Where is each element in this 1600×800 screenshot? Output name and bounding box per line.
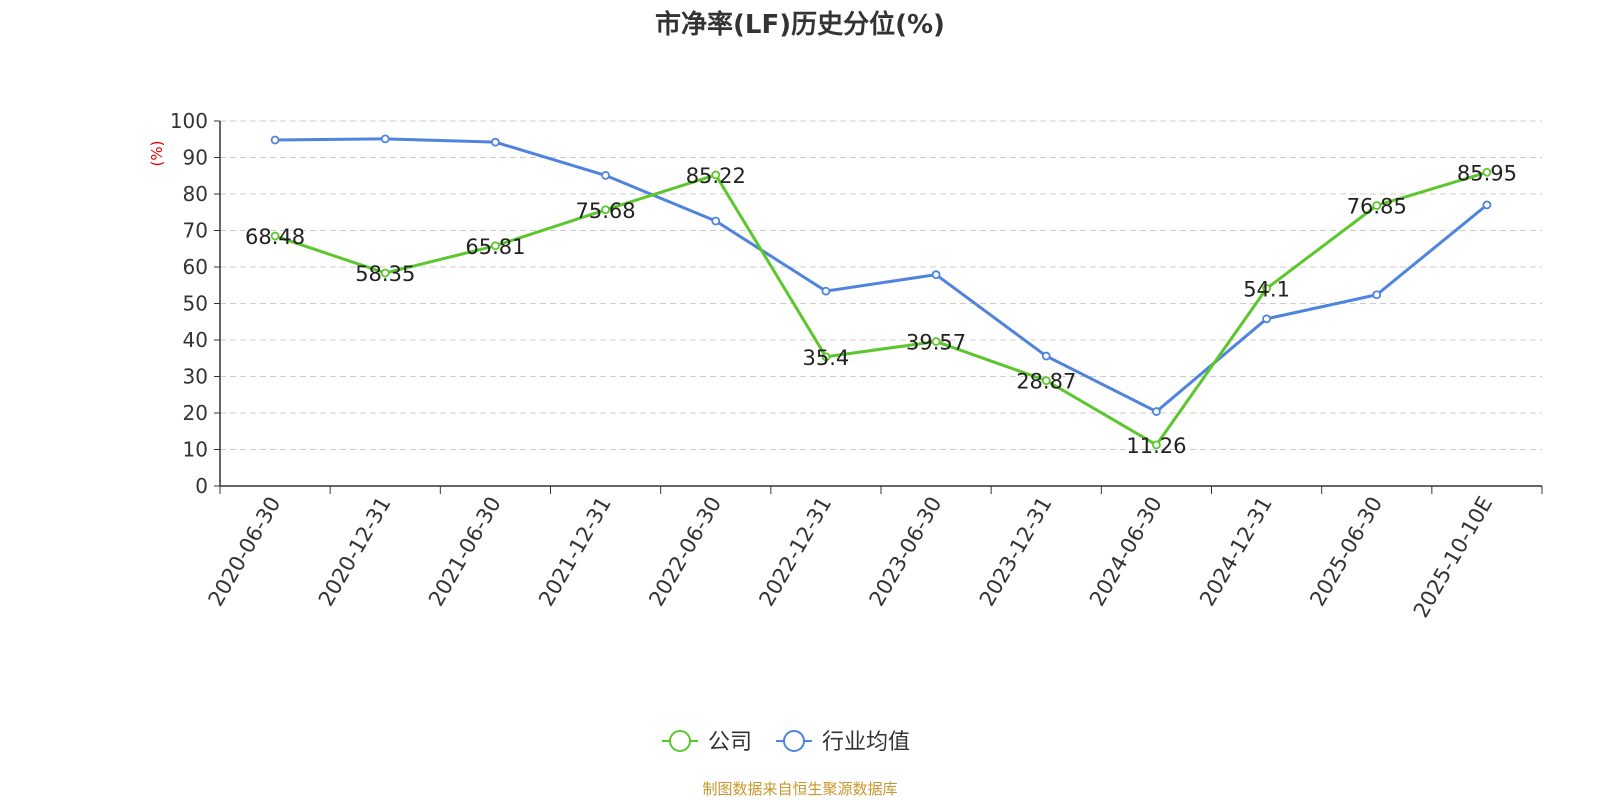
y-tick-label: 0 <box>195 474 208 498</box>
x-tick-label: 2023-12-31 <box>975 493 1057 611</box>
legend-marker-0 <box>669 730 691 752</box>
data-label: 75.68 <box>576 199 636 223</box>
y-tick-label: 90 <box>183 146 208 170</box>
y-tick-label: 50 <box>183 292 208 316</box>
data-point-0 <box>931 337 941 346</box>
y-tick-label: 80 <box>183 182 208 206</box>
y-axis-label: (%) <box>148 141 166 167</box>
data-label: 85.95 <box>1457 161 1517 185</box>
x-tick-label: 2022-06-30 <box>644 493 726 611</box>
data-point-1 <box>711 216 721 226</box>
data-point-1 <box>1262 314 1271 324</box>
y-tick-label: 20 <box>183 401 208 425</box>
data-label: 68.48 <box>245 225 305 249</box>
series-line-0 <box>274 170 1488 447</box>
chart-title: 市净率(LF)历史分位(%) <box>655 10 945 40</box>
x-tick-label: 2025-06-30 <box>1305 493 1387 611</box>
data-point-1 <box>1041 351 1051 361</box>
data-label: 35.4 <box>803 346 850 370</box>
data-point-0 <box>1262 284 1271 293</box>
y-tick-label: 30 <box>183 365 208 389</box>
y-tick-label: 70 <box>183 219 208 243</box>
legend-marker-1 <box>783 730 805 752</box>
x-tick-label: 2021-06-30 <box>424 492 506 610</box>
x-tick-label: 2022-12-31 <box>754 493 836 611</box>
series-line-1 <box>275 137 1488 414</box>
data-point-0 <box>1372 201 1382 210</box>
data-point-1 <box>380 134 390 144</box>
x-tick-label: 2024-06-30 <box>1085 493 1167 611</box>
x-tick-label: 2020-12-31 <box>314 493 396 611</box>
data-point-1 <box>1152 407 1161 416</box>
x-tick-label: 2024-12-31 <box>1195 493 1277 611</box>
data-label: 39.57 <box>906 331 966 355</box>
data-label: 76.85 <box>1347 194 1407 218</box>
data-label: 28.87 <box>1016 370 1076 394</box>
data-label: 11.26 <box>1126 434 1186 458</box>
data-point-1 <box>931 270 941 280</box>
data-label: 54.1 <box>1243 278 1290 302</box>
data-label: 58.35 <box>355 262 415 286</box>
y-tick-label: 60 <box>183 255 208 279</box>
data-point-1 <box>601 170 610 180</box>
x-tick-label: 2023-06-30 <box>865 492 947 610</box>
data-label: 65.81 <box>465 235 525 259</box>
data-point-0 <box>711 170 721 180</box>
x-tick-label: 2021-12-31 <box>534 493 616 611</box>
data-point-0 <box>1482 167 1492 177</box>
x-tick-label: 2020-06-30 <box>204 493 286 611</box>
data-point-0 <box>601 205 610 215</box>
legend-label: 行业均值 <box>822 730 910 755</box>
data-point-0 <box>270 231 280 241</box>
y-tick-label: 40 <box>183 328 208 352</box>
data-point-0 <box>380 268 390 278</box>
data-source-note: 制图数据来自恒生聚源数据库 <box>702 780 898 798</box>
y-tick-label: 100 <box>170 109 208 133</box>
data-point-0 <box>1152 440 1161 450</box>
data-point-0 <box>491 241 500 251</box>
data-point-1 <box>1372 290 1382 300</box>
data-point-0 <box>1041 376 1051 386</box>
data-label: 85.22 <box>686 164 746 188</box>
data-point-1 <box>270 135 280 145</box>
data-point-1 <box>821 286 831 296</box>
x-tick-label: 2025-10-10E <box>1409 493 1497 622</box>
y-tick-label: 10 <box>183 438 208 462</box>
data-point-0 <box>821 352 831 362</box>
data-point-1 <box>491 137 500 147</box>
legend-label: 公司 <box>708 730 752 755</box>
data-point-1 <box>1482 200 1492 210</box>
